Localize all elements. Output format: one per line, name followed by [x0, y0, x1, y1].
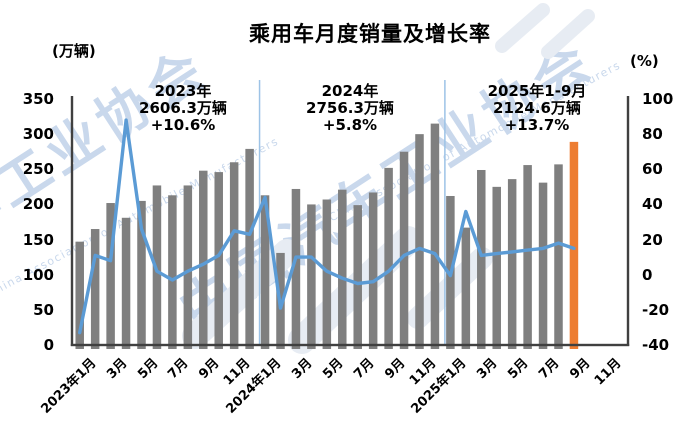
annotation-2024-total: 2756.3万辆: [306, 99, 394, 117]
sales-bar-2024年4月: [307, 204, 316, 349]
left-axis-tick-200: 200: [22, 195, 54, 214]
x-axis-line: [70, 343, 630, 347]
left-axis-tick-100: 100: [22, 265, 54, 284]
sales-bar-2023年10月: [214, 172, 223, 349]
sales-bar-2024年6月: [338, 189, 347, 349]
sales-bar-2024年12月: [430, 123, 440, 349]
sales-bar-2025年8月: [554, 164, 563, 349]
annotation-2025-growth: +13.7%: [504, 116, 570, 134]
growth-rate-line: [77, 118, 576, 335]
left-axis-tick-150: 150: [22, 230, 54, 249]
right-axis-tick-80: 80: [642, 125, 663, 144]
sales-bar-2024年11月: [415, 134, 424, 349]
sales-bar-2023年4月: [121, 217, 131, 349]
annotation-2025-year: 2025年1-9月: [487, 82, 587, 100]
sales-bar-2023年7月: [168, 195, 177, 349]
sales-bar-2023年2月: [90, 229, 100, 349]
sales-bar-2023年12月: [245, 148, 254, 349]
annotation-2024: 2024年 2756.3万辆 +5.8%: [265, 83, 435, 134]
annotation-2023-growth: +10.6%: [150, 116, 216, 134]
annotation-2025: 2025年1-9月 2124.6万辆 +13.7%: [452, 83, 622, 134]
sales-bar-2025年7月: [538, 182, 548, 349]
sales-bar-2025年9月: [569, 141, 579, 349]
sales-bar-2024年7月: [353, 205, 362, 349]
right-axis-tick-0: 0: [642, 265, 653, 284]
sales-bar-2024年3月: [291, 188, 301, 349]
sales-bar-2025年2月: [461, 227, 471, 349]
sales-bar-2024年5月: [322, 199, 332, 349]
sales-bar-2025年6月: [523, 165, 532, 349]
right-axis-tick-20: 20: [642, 230, 663, 249]
left-axis-tick-350: 350: [22, 90, 54, 108]
sales-bar-2024年9月: [384, 167, 393, 349]
sales-bar-2025年3月: [477, 169, 486, 349]
annotation-2023-total: 2606.3万辆: [139, 99, 227, 117]
left-axis-tick-250: 250: [22, 160, 54, 179]
right-axis-tick-40: 40: [642, 195, 663, 214]
sales-bar-2024年1月: [260, 195, 270, 349]
right-axis-tick--20: -20: [642, 300, 670, 319]
right-axis-line: [626, 96, 630, 346]
annotation-2025-total: 2124.6万辆: [493, 99, 581, 117]
annotation-2023: 2023年 2606.3万辆 +10.6%: [98, 83, 268, 134]
sales-bar-2023年1月: [75, 241, 84, 349]
right-axis-unit-label: (%): [630, 52, 659, 70]
right-axis-tick-60: 60: [642, 160, 663, 179]
sales-bar-2023年8月: [183, 185, 193, 349]
sales-bar-2023年3月: [106, 203, 115, 349]
annotation-2024-year: 2024年: [321, 82, 379, 100]
annotation-2024-growth: +5.8%: [322, 116, 378, 134]
sales-bar-2023年11月: [229, 162, 239, 349]
left-axis-tick-0: 0: [43, 336, 54, 354]
left-axis-line: [70, 96, 74, 346]
left-axis-tick-50: 50: [33, 300, 54, 319]
sales-bar-2023年5月: [137, 200, 146, 349]
sales-bar-2025年4月: [492, 186, 501, 349]
sales-bar-2023年9月: [199, 170, 208, 349]
sales-bar-2024年10月: [399, 151, 409, 349]
sales-bar-2024年8月: [368, 192, 378, 349]
left-axis-unit-label: (万辆): [52, 42, 96, 60]
chart-title: 乘用车月度销量及增长率: [249, 22, 491, 46]
left-axis-tick-300: 300: [22, 125, 54, 144]
right-axis-tick--40: -40: [642, 336, 670, 354]
right-axis-tick-100: 100: [642, 90, 674, 108]
sales-bar-2025年5月: [507, 179, 517, 349]
annotation-2023-year: 2023年: [154, 82, 212, 100]
